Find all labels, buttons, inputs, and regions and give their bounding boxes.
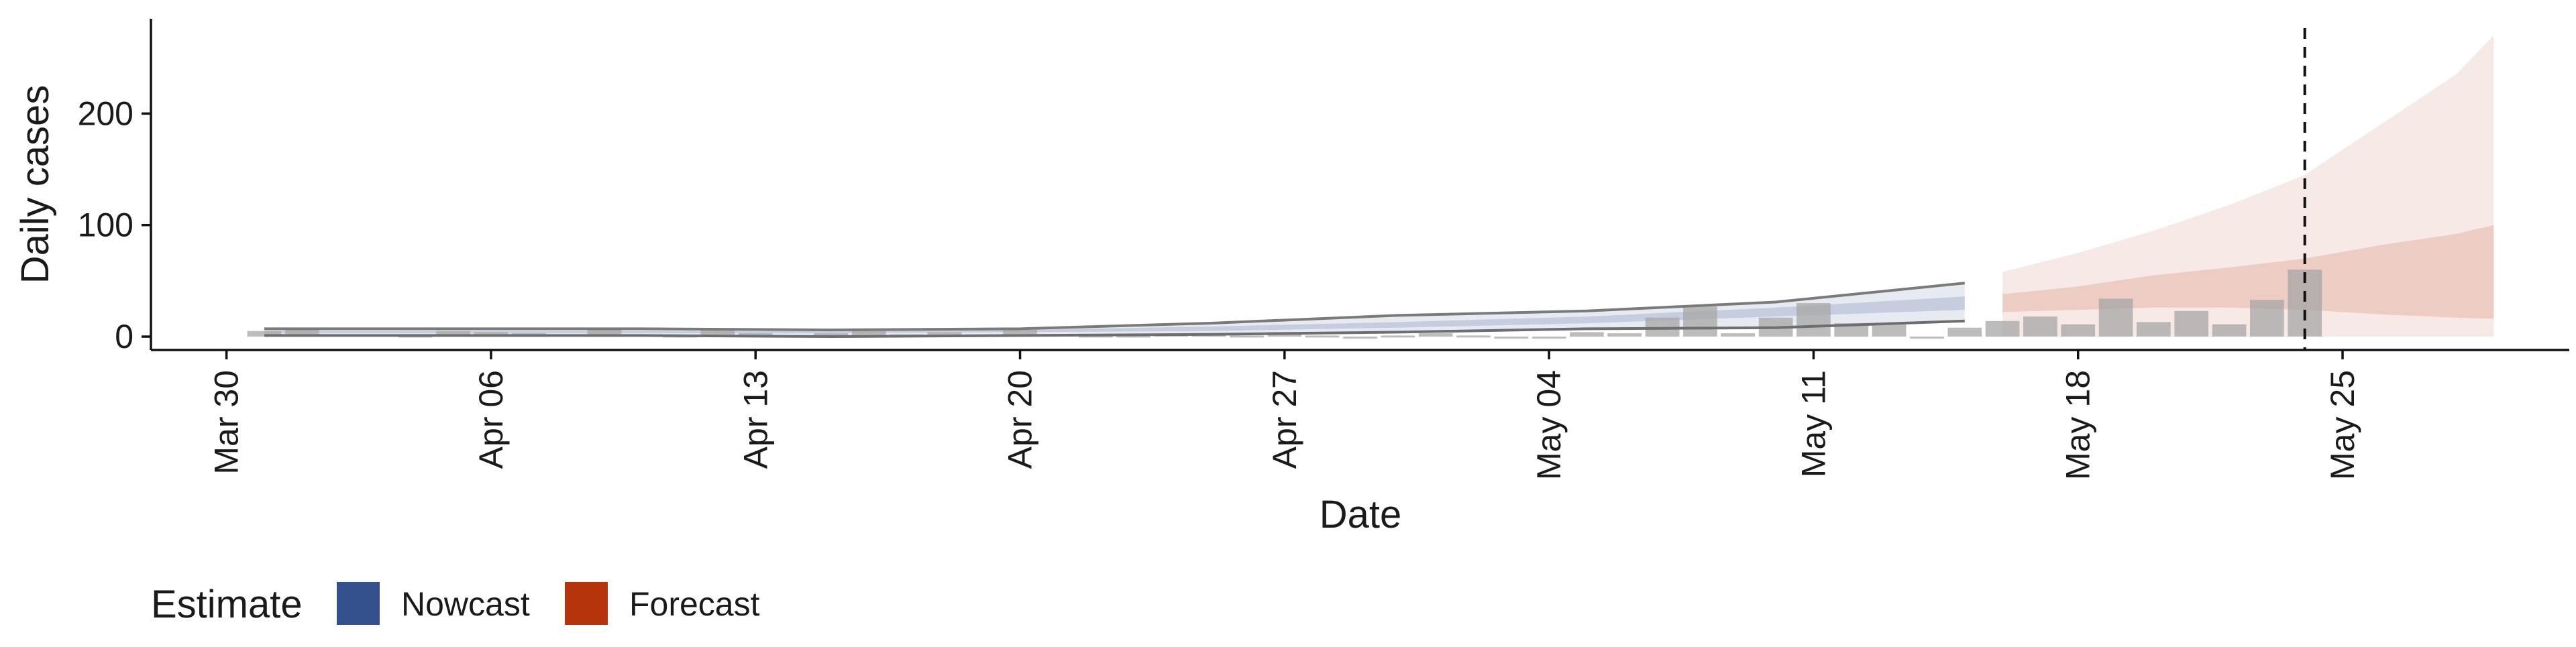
x-tick-label: Apr 06 (472, 370, 510, 469)
y-tick-label: 200 (78, 95, 133, 132)
reported-cases-bar (1872, 324, 1907, 337)
reported-cases-bar (2098, 298, 2133, 337)
reported-cases-bar (2250, 300, 2284, 337)
reported-cases-bar (2061, 324, 2096, 337)
x-tick-label: May 25 (2324, 370, 2361, 480)
forecast-band-50 (2002, 225, 2494, 319)
reported-cases-bar (1116, 335, 1150, 338)
legend-label-nowcast: Nowcast (401, 585, 530, 623)
axes (150, 19, 2569, 351)
reported-cases-bar (700, 330, 735, 337)
reported-cases-bar (1003, 330, 1037, 337)
reported-cases-bar (2023, 316, 2057, 337)
reported-cases-bar (1607, 333, 1642, 337)
y-tick-label: 100 (78, 207, 133, 244)
reported-cases-bar (2137, 322, 2171, 337)
reported-cases-bar (285, 330, 319, 337)
reported-cases-bar (1078, 335, 1113, 338)
legend-swatch-nowcast (337, 582, 380, 625)
reported-cases-bar (1570, 332, 1604, 337)
reported-cases-bar (2212, 324, 2247, 337)
reported-cases-bar (2174, 310, 2209, 337)
reported-cases-bar (1721, 333, 1756, 337)
reported-cases-bar (247, 331, 282, 337)
reported-cases-bar (1985, 320, 2020, 337)
forecast-band-90 (2002, 35, 2494, 337)
y-axis-title: Daily cases (13, 85, 57, 284)
reported-cases-bar (1532, 337, 1566, 339)
reported-cases-bar (1343, 337, 1377, 339)
legend-title: Estimate (151, 583, 303, 626)
reported-cases-bar (1381, 335, 1415, 338)
reported-cases-bar (1683, 306, 1717, 337)
reported-cases-bar (814, 333, 849, 337)
reported-cases-bar (436, 331, 470, 337)
x-tick-label: Mar 30 (208, 370, 246, 475)
legend: Estimate Nowcast Forecast (151, 582, 760, 626)
nowcast-band-50 (264, 296, 1965, 334)
x-tick-label: May 04 (1530, 370, 1568, 480)
x-tick-label: May 18 (2059, 370, 2097, 480)
reported-cases-bar (1230, 335, 1264, 338)
reported-cases-bar (1947, 327, 1982, 337)
reported-cases-bar (1910, 337, 1944, 339)
reported-cases-bar (1305, 335, 1340, 338)
y-axis-ticks: 0 100 200 (78, 95, 151, 355)
x-tick-label: Apr 13 (737, 370, 774, 469)
nowcast-lower-line (264, 319, 1965, 339)
reported-cases-bar (851, 331, 886, 337)
reported-cases-bar (927, 332, 962, 337)
reported-cases-bar (587, 330, 622, 337)
reported-cases-bar (1418, 333, 1453, 337)
estimate-lines (264, 282, 1965, 339)
legend-label-forecast: Forecast (629, 585, 760, 623)
x-axis-ticks: Mar 30 Apr 06 Apr 13 Apr 20 Apr 27 May 04 May … (208, 350, 2361, 480)
x-tick-label: Apr 27 (1266, 370, 1303, 469)
reported-cases-bar (1456, 335, 1491, 338)
nowcast-upper-line (264, 282, 1965, 332)
legend-swatch-forecast (565, 582, 608, 625)
y-tick-label: 0 (115, 318, 133, 355)
estimate-bands (264, 35, 2494, 337)
reported-cases-bar (1796, 303, 1831, 337)
nowcast-band-90 (264, 283, 1965, 337)
x-tick-label: May 11 (1794, 370, 1832, 477)
reported-cases-bar (1494, 337, 1529, 339)
x-axis-title: Date (1320, 493, 1402, 536)
x-tick-label: Apr 20 (1002, 370, 1039, 469)
